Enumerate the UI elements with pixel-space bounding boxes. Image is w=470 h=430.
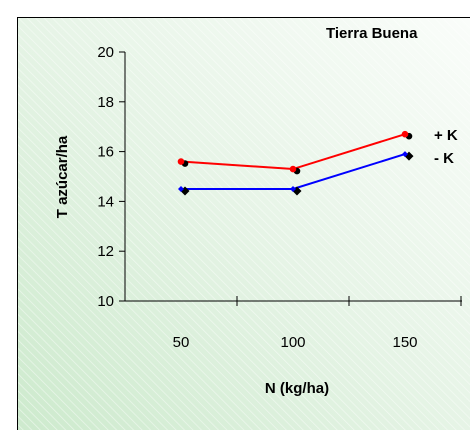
chart-title: Tierra Buena: [326, 25, 418, 42]
y-axis: 10 12 14 16 18 20: [97, 44, 126, 310]
data-point: [290, 185, 296, 192]
x-tick-label: 50: [173, 334, 190, 351]
y-tick-label: 20: [97, 44, 114, 61]
x-tick-label: 100: [280, 334, 305, 351]
data-point: [402, 151, 408, 158]
chart-hatch: [17, 17, 470, 430]
data-point: [289, 165, 297, 173]
x-axis: 50 100 150: [125, 296, 462, 351]
y-tick-label: 14: [97, 193, 114, 210]
data-point: [177, 158, 185, 165]
x-tick-label: 150: [392, 334, 417, 351]
x-axis-title: N (kg/ha): [265, 380, 329, 397]
series-label: + K: [434, 127, 458, 144]
series-label: - K: [434, 150, 454, 167]
y-tick-label: 18: [97, 94, 114, 111]
data-point: [178, 185, 184, 192]
y-tick-label: 10: [97, 293, 114, 310]
y-tick-label: 16: [97, 144, 114, 161]
y-axis-title: T azúcar/ha: [54, 135, 71, 218]
data-point: [401, 130, 409, 138]
y-tick-label: 12: [97, 243, 114, 260]
series-layer: + K - K: [177, 127, 458, 196]
